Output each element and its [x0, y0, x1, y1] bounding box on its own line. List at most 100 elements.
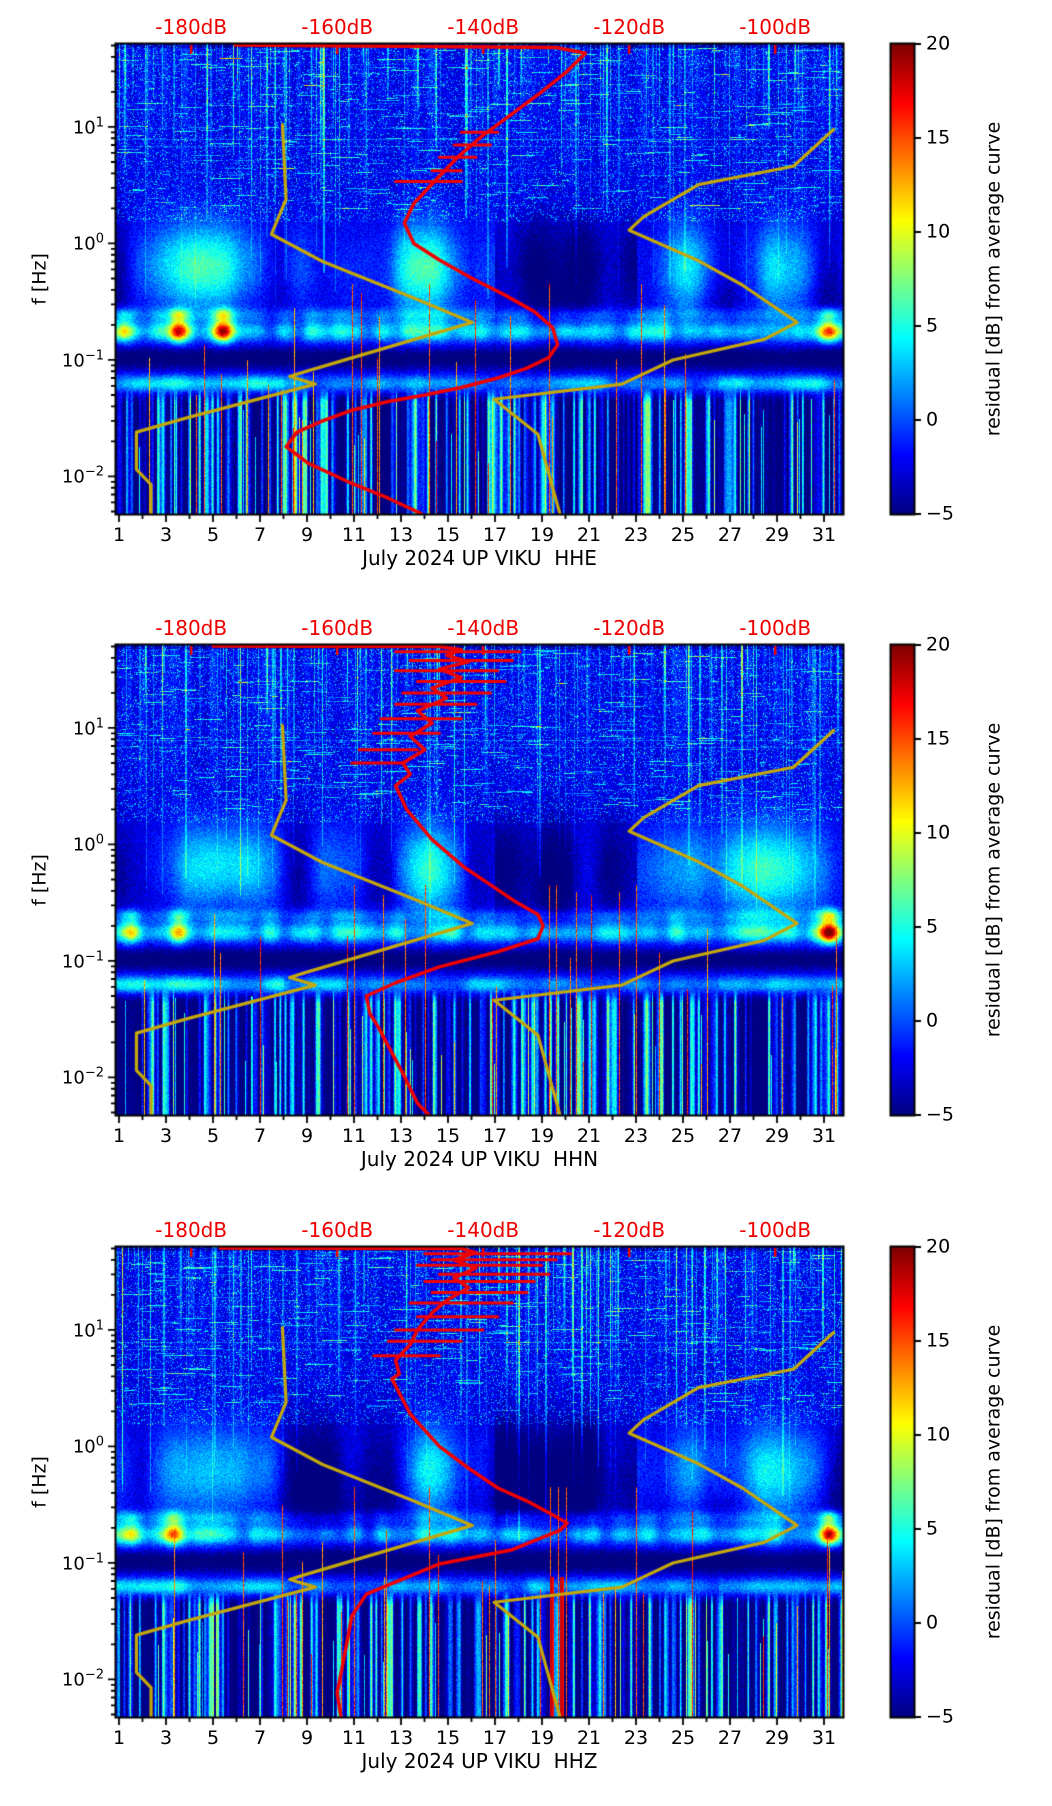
db-axis-label: -120dB [593, 1218, 666, 1242]
x-tick-label: 27 [717, 1727, 743, 1749]
colorbar-tick-label: 5 [926, 1517, 939, 1540]
y-tick-label: 100 [72, 1434, 104, 1458]
db-axis-label: -180dB [155, 15, 228, 39]
colorbar-tick-label: −5 [926, 1705, 955, 1728]
x-tick-label: 7 [253, 524, 267, 546]
x-tick-label: 17 [482, 1727, 508, 1749]
db-axis-label: -160dB [301, 15, 374, 39]
y-tick-label: 10−2 [61, 1065, 104, 1089]
y-tick-label: 10−2 [61, 1667, 104, 1691]
x-tick-label: 31 [811, 1727, 837, 1749]
x-tick-label: 11 [341, 1727, 367, 1749]
y-axis-label: f [Hz] [28, 1456, 51, 1508]
y-tick-label: 10−1 [61, 1551, 104, 1575]
db-axis-label: -100dB [739, 616, 812, 640]
colorbar-tick-label: 10 [926, 220, 951, 243]
colorbar-tick-label: 0 [926, 1009, 939, 1032]
colorbar-tick-label: 15 [926, 126, 951, 149]
x-tick-label: 17 [482, 524, 508, 546]
x-tick-label: 13 [388, 1125, 414, 1147]
db-axis-label: -160dB [301, 616, 374, 640]
panel-title: July 2024 UP VIKU HHE [362, 546, 597, 570]
db-axis-label: -140dB [447, 616, 520, 640]
x-tick-label: 15 [435, 1125, 461, 1147]
x-tick-label: 15 [435, 1727, 461, 1749]
x-tick-label: 1 [112, 524, 126, 546]
x-tick-label: 23 [623, 524, 649, 546]
panel-title: July 2024 UP VIKU HHN [360, 1147, 599, 1171]
y-tick-label: 101 [72, 716, 104, 740]
x-tick-label: 3 [159, 1125, 173, 1147]
colorbar-tick-label: 5 [926, 915, 939, 938]
x-tick-label: 19 [529, 1125, 555, 1147]
y-tick-label: 101 [72, 115, 104, 139]
x-tick-label: 7 [253, 1125, 267, 1147]
db-axis-label: -140dB [447, 1218, 520, 1242]
x-tick-label: 25 [670, 524, 696, 546]
y-axis-label: f [Hz] [28, 253, 51, 305]
db-axis-label: -120dB [593, 15, 666, 39]
panel-title: July 2024 UP VIKU HHZ [361, 1749, 598, 1773]
y-tick-label: 101 [72, 1318, 104, 1342]
db-axis-label: -100dB [739, 1218, 812, 1242]
colorbar-tick-label: 15 [926, 1329, 951, 1352]
x-tick-label: 11 [341, 524, 367, 546]
x-tick-label: 11 [341, 1125, 367, 1147]
y-tick-label: 10−1 [61, 348, 104, 372]
colorbar-tick-label: −5 [926, 1103, 955, 1126]
y-axis-label: f [Hz] [28, 854, 51, 906]
colorbar-tick-label: 0 [926, 408, 939, 431]
colorbar-tick-label: −5 [926, 502, 955, 525]
colorbar-label: residual [dB] from average curve [982, 121, 1005, 437]
x-tick-label: 13 [388, 1727, 414, 1749]
x-tick-label: 21 [576, 1727, 602, 1749]
x-tick-label: 5 [206, 524, 220, 546]
x-tick-label: 21 [576, 524, 602, 546]
colorbar-label: residual [dB] from average curve [982, 722, 1005, 1038]
x-tick-label: 27 [717, 1125, 743, 1147]
x-tick-label: 1 [112, 1125, 126, 1147]
x-tick-label: 23 [623, 1727, 649, 1749]
colorbar-tick-label: 0 [926, 1611, 939, 1634]
colorbar-tick-label: 20 [926, 32, 951, 55]
x-tick-label: 21 [576, 1125, 602, 1147]
x-tick-label: 31 [811, 1125, 837, 1147]
x-tick-label: 15 [435, 524, 461, 546]
colorbar-tick-label: 20 [926, 1235, 951, 1258]
x-tick-label: 25 [670, 1125, 696, 1147]
db-axis-label: -160dB [301, 1218, 374, 1242]
colorbar-tick-label: 10 [926, 1423, 951, 1446]
x-tick-label: 19 [529, 1727, 555, 1749]
x-tick-label: 23 [623, 1125, 649, 1147]
y-tick-label: 100 [72, 231, 104, 255]
db-axis-label: -100dB [739, 15, 812, 39]
db-axis-label: -140dB [447, 15, 520, 39]
x-tick-label: 9 [300, 1125, 314, 1147]
db-axis-label: -180dB [155, 616, 228, 640]
y-tick-label: 10−1 [61, 949, 104, 973]
x-tick-label: 3 [159, 1727, 173, 1749]
db-axis-label: -120dB [593, 616, 666, 640]
x-tick-label: 29 [764, 1125, 790, 1147]
x-tick-label: 13 [388, 524, 414, 546]
x-tick-label: 17 [482, 1125, 508, 1147]
colorbar-label: residual [dB] from average curve [982, 1324, 1005, 1640]
x-tick-label: 27 [717, 524, 743, 546]
x-tick-label: 9 [300, 1727, 314, 1749]
x-tick-label: 5 [206, 1727, 220, 1749]
y-tick-label: 100 [72, 832, 104, 856]
x-tick-label: 31 [811, 524, 837, 546]
x-tick-label: 1 [112, 1727, 126, 1749]
colorbar-tick-label: 5 [926, 314, 939, 337]
x-tick-label: 29 [764, 1727, 790, 1749]
colorbar-tick-label: 15 [926, 727, 951, 750]
db-axis-label: -180dB [155, 1218, 228, 1242]
x-tick-label: 25 [670, 1727, 696, 1749]
y-tick-label: 10−2 [61, 464, 104, 488]
x-tick-label: 3 [159, 524, 173, 546]
x-tick-label: 29 [764, 524, 790, 546]
colorbar-tick-label: 20 [926, 633, 951, 656]
x-tick-label: 19 [529, 524, 555, 546]
